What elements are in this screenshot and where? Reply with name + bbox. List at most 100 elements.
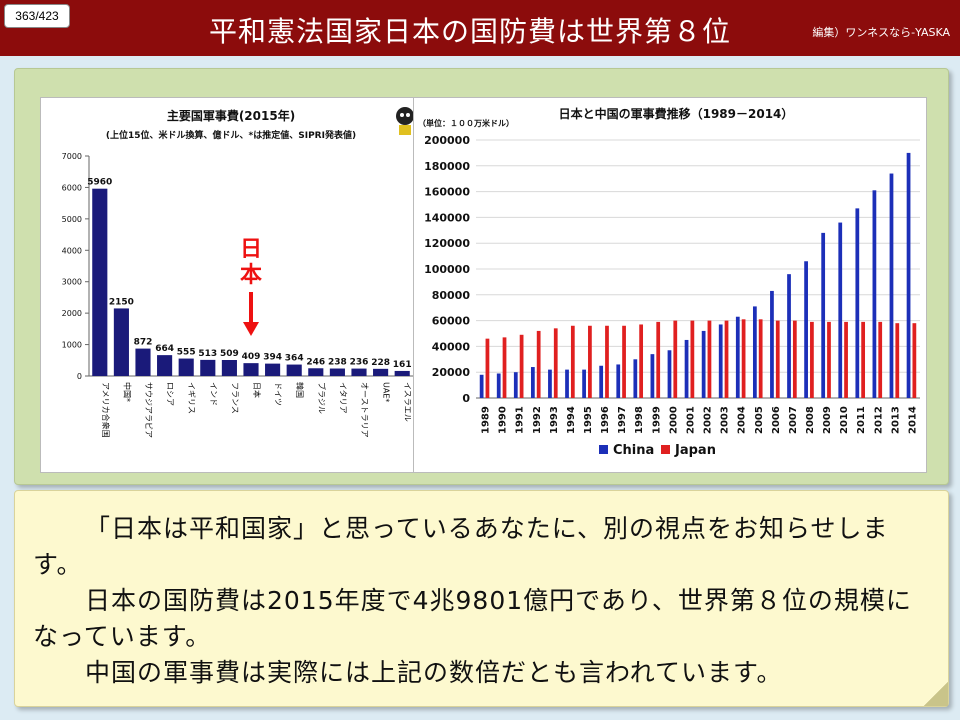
chart2-bar-china (650, 354, 655, 398)
chart1-category-label: オーストラリア (360, 382, 369, 438)
mascot-icon (396, 107, 414, 135)
credit-text: 編集）ワンネスなら-YASKA (812, 26, 950, 39)
chart2-legend-swatch (661, 445, 670, 454)
chart1-ytick-label: 1000 (62, 341, 82, 350)
japan-arrow-icon (243, 322, 259, 336)
chart2-ytick-label: 180000 (424, 160, 470, 173)
chart2-category-label: 1992 (532, 406, 543, 434)
chart2-category-label: 2000 (668, 406, 679, 434)
chart1-value-label: 513 (198, 349, 217, 359)
chart2-category-label: 2002 (703, 406, 714, 434)
chart1-bar (221, 360, 237, 376)
chart2-ytick-label: 120000 (424, 237, 470, 250)
chart2-bar-china (513, 372, 518, 398)
chart1-category-label: 韓国 (295, 382, 305, 398)
chart2-category-label: 2014 (907, 406, 918, 434)
chart2-bar-japan (485, 338, 490, 398)
chart2-bar-china (804, 261, 808, 398)
chart2-category-label: 1998 (634, 406, 645, 434)
chart1-category-label: イギリス (187, 382, 196, 414)
chart1-value-label: 228 (371, 358, 390, 368)
chart1-category-label: ロシア (166, 382, 175, 406)
chart2-bar-china (496, 373, 501, 398)
chart1-ytick-label: 7000 (62, 152, 82, 161)
chart2-bar-japan (570, 325, 575, 398)
chart2-bar-japan (707, 320, 712, 398)
chart2-category-label: 2013 (890, 406, 901, 434)
chart1-value-label: 394 (263, 353, 282, 363)
chart1-value-label: 161 (393, 360, 412, 370)
chart2-category-label: 1996 (600, 406, 611, 434)
chart2-bar-japan (878, 321, 883, 398)
mascot-body (399, 125, 411, 135)
chart2-bar-china (599, 365, 604, 398)
chart2-ytick-label: 160000 (424, 186, 470, 199)
chart2-bar-japan (656, 321, 661, 398)
chart2-ytick-label: 200000 (424, 134, 470, 147)
chart1-subtitle: (上位15位、米ドル換算、億ドル、*は推定値、SIPRI発表値) (106, 129, 356, 141)
chart1-category-label: ブラジル (317, 382, 327, 414)
chart2-ytick-label: 60000 (432, 315, 471, 328)
chart2-category-label: 1990 (498, 406, 509, 434)
chart1-category-label: インド (209, 382, 218, 406)
chart2-ytick-label: 80000 (432, 289, 471, 302)
chart2-bar-japan (810, 321, 814, 398)
chart2-bar-japan (844, 321, 848, 398)
chart1-category-label: 中国* (122, 382, 132, 402)
chart2-bar-china (701, 330, 706, 398)
mascot-eye (400, 113, 404, 117)
chart2-ytick-label: 140000 (424, 211, 470, 224)
chart2-bar-china (479, 374, 484, 398)
chart2-title: 日本と中国の軍事費推移（1989－2014） (559, 106, 794, 121)
chart2-bar-japan (895, 323, 900, 398)
chart1-category-label: UAE* (382, 382, 391, 402)
chart2-category-label: 2008 (805, 406, 816, 434)
chart2-bar-china (889, 173, 894, 398)
chart1-category-label: イスラエル (403, 382, 412, 422)
charts-panel: 主要国軍事費(2015年) (上位15位、米ドル換算、億ドル、*は推定値、SIPR… (14, 68, 949, 485)
chart2-category-label: 1995 (583, 406, 594, 434)
chart2-category-label: 2003 (720, 406, 731, 434)
chart2-category-label: 2004 (737, 406, 748, 434)
chart2-category-label: 2006 (771, 406, 782, 434)
chart2-bar-japan (690, 320, 695, 398)
chart2-bar-japan (741, 319, 746, 398)
chart1-category-label: フランス (230, 382, 239, 414)
chart1-value-label: 236 (350, 358, 369, 368)
chart1-bar (286, 364, 302, 376)
chart1-category-label: 日本 (252, 382, 262, 398)
chart2-bar-japan (502, 337, 507, 398)
chart2-bar-japan (792, 320, 797, 398)
chart1-category-label: ドイツ (274, 382, 283, 406)
chart2-bar-japan (553, 328, 558, 398)
chart2-ytick-label: 0 (462, 392, 470, 405)
explanation-panel: 「日本は平和国家」と思っているあなたに、別の視点をお知らせします。 日本の国防費… (14, 490, 949, 707)
chart1-ytick-label: 6000 (62, 183, 82, 192)
chart2-legend-label: Japan (674, 443, 716, 458)
chart2-bar-japan (622, 325, 626, 398)
header-bar: 363/423 平和憲法国家日本の国防費は世界第８位 編集）ワンネスなら-YAS… (0, 0, 960, 56)
chart1-bar (92, 188, 108, 376)
japan-annotation-bottom: 本 (240, 263, 262, 288)
chart1-category-label: サウジアラビア (144, 382, 153, 438)
chart1-bar (394, 370, 410, 376)
japan-china-trend-chart: 日本と中国の軍事費推移（1989－2014） （単位：１００万米ドル） 0 20000… (413, 97, 927, 473)
slide-title: 平和憲法国家日本の国防費は世界第８位 (208, 15, 731, 48)
chart2-bar-china (718, 324, 723, 398)
chart1-ytick-label: 0 (77, 372, 82, 381)
chart1-value-label: 664 (155, 344, 174, 354)
chart2-legend-label: China (613, 443, 654, 458)
chart2-bar-japan (536, 330, 541, 398)
chart2-bar-china (530, 367, 535, 398)
chart2-bar-japan (519, 334, 524, 398)
chart2-category-label: 1989 (481, 406, 492, 434)
chart2-category-label: 2005 (754, 406, 765, 434)
mascot-eye (406, 113, 410, 117)
chart2-bar-china (735, 316, 740, 398)
chart2-bar-japan (588, 325, 592, 398)
chart1-ytick-label: 2000 (62, 309, 82, 318)
chart1-value-label: 238 (328, 358, 347, 368)
chart2-bar-japan (758, 319, 763, 398)
chart2-bar-japan (639, 324, 644, 398)
chart2-ytick-label: 40000 (432, 340, 471, 353)
